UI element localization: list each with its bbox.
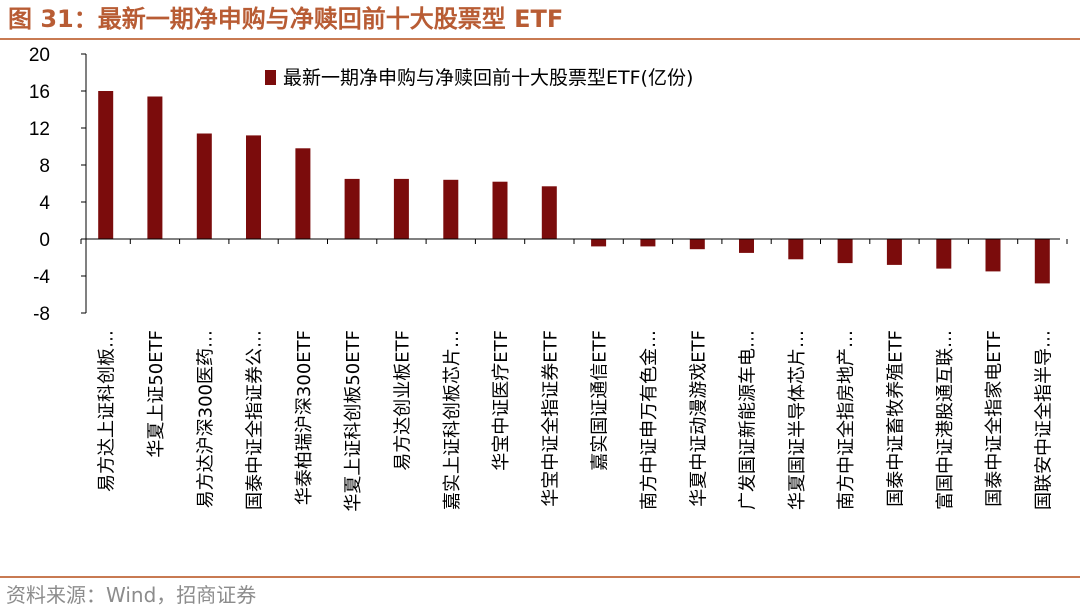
category-label: 华宝中证全指证券ETF [540,330,561,507]
category-label: 国联安中证全指半导… [1033,330,1054,510]
y-tick-label: 4 [39,193,50,214]
category-label: 富国中证港股通互联… [935,330,956,510]
bar [98,91,114,239]
y-tick-label: -4 [33,267,50,288]
legend: 最新一期净申购与净赎回前十大股票型ETF(亿份) [265,67,693,89]
zero-line [80,238,1068,244]
bar [443,179,459,239]
figure-title: 图 31：最新一期净申购与净赎回前十大股票型 ETF [8,5,564,33]
y-tick-label: 8 [39,156,50,177]
bar-chart: 20 16 12 8 4 0 -4 -8 易方达上证科创板… 华夏上证50ETF 易方达沪深300… [29,45,1068,512]
category-label: 华宝中证医疗ETF [491,330,512,471]
y-tick-label: 12 [29,119,50,140]
bar [295,148,311,239]
bar [985,239,1001,272]
bar [246,135,261,239]
y-axis: 20 16 12 8 4 0 -4 -8 [29,45,87,325]
legend-label: 最新一期净申购与净赎回前十大股票型ETF(亿份) [283,67,693,89]
bar [739,239,754,253]
source-note: 资料来源：Wind，招商证券 [6,583,257,607]
category-label: 华夏国证半导体芯片… [787,330,808,510]
bar [788,239,804,260]
bar [344,178,360,239]
category-label: 易方达上证科创板… [97,330,118,492]
bar [689,239,705,250]
category-label: 易方达创业板ETF [392,330,413,471]
bar [591,239,607,247]
category-label: 嘉实上证科创板芯片… [442,330,463,510]
category-label: 广发国证新能源车电… [738,330,759,510]
category-label: 华泰柏瑞沪深300ETF [294,330,315,505]
bars [98,91,1050,284]
y-tick-label: 20 [29,45,50,66]
bar [936,239,952,269]
bar [393,178,409,239]
bar [1034,239,1050,284]
category-label: 华夏上证科创板50ETF [343,330,364,512]
category-label: 南方中证全指房地产… [836,330,857,510]
bar [196,133,212,239]
y-tick-label: 16 [29,82,50,103]
bar [147,96,163,239]
bar [541,186,557,239]
category-label: 国泰中证畜牧养殖ETF [884,330,906,507]
category-label: 国泰中证全指家电ETF [984,330,1005,507]
legend-swatch [265,70,276,85]
bar [640,239,656,247]
bottom-divider [0,576,1080,578]
bar [886,239,902,265]
category-label: 华夏中证动漫游戏ETF [688,330,709,507]
top-divider [0,38,1080,40]
category-label: 华夏上证50ETF [146,330,167,458]
category-label: 嘉实国证通信ETF [590,330,611,471]
y-tick-label: -8 [33,304,50,325]
y-tick-label: 0 [39,230,50,251]
category-label: 南方中证申万有色金… [639,330,660,510]
bar [837,239,853,264]
category-label: 易方达沪深300医药… [195,330,216,508]
bar [492,181,508,239]
category-labels: 易方达上证科创板… 华夏上证50ETF 易方达沪深300医药… 国泰中证全指证券公… 华… [97,330,1055,512]
category-label: 国泰中证全指证券公… [245,330,266,510]
